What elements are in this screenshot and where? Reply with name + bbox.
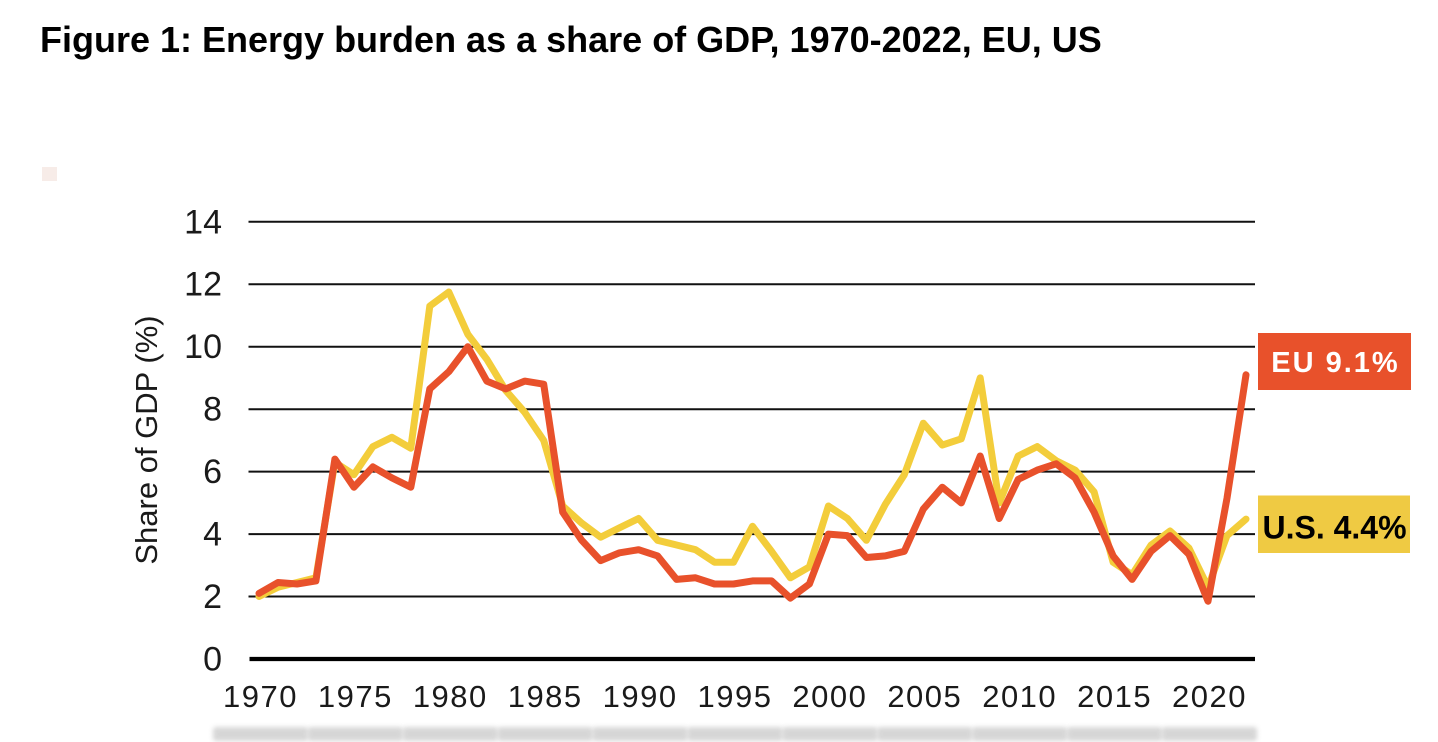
svg-text:2000: 2000 <box>792 679 867 714</box>
svg-text:1970: 1970 <box>223 679 298 714</box>
svg-text:4: 4 <box>203 516 222 554</box>
svg-text:1990: 1990 <box>603 679 678 714</box>
svg-text:Share of GDP (%): Share of GDP (%) <box>129 315 164 564</box>
svg-text:6: 6 <box>203 453 222 491</box>
svg-text:1985: 1985 <box>508 679 583 714</box>
svg-text:0: 0 <box>203 641 222 679</box>
svg-text:EU 9.1%: EU 9.1% <box>1271 347 1399 379</box>
svg-text:14: 14 <box>184 203 222 241</box>
svg-text:1995: 1995 <box>698 679 773 714</box>
svg-text:1975: 1975 <box>318 679 393 714</box>
svg-text:2005: 2005 <box>887 679 962 714</box>
svg-text:8: 8 <box>203 391 222 429</box>
svg-text:12: 12 <box>184 266 222 304</box>
svg-text:U.S. 4.4%: U.S. 4.4% <box>1262 510 1406 546</box>
svg-text:1980: 1980 <box>413 679 488 714</box>
svg-text:10: 10 <box>184 328 222 366</box>
svg-text:2015: 2015 <box>1077 679 1152 714</box>
svg-text:2: 2 <box>203 578 222 616</box>
svg-text:2020: 2020 <box>1172 679 1247 714</box>
svg-text:2010: 2010 <box>982 679 1057 714</box>
